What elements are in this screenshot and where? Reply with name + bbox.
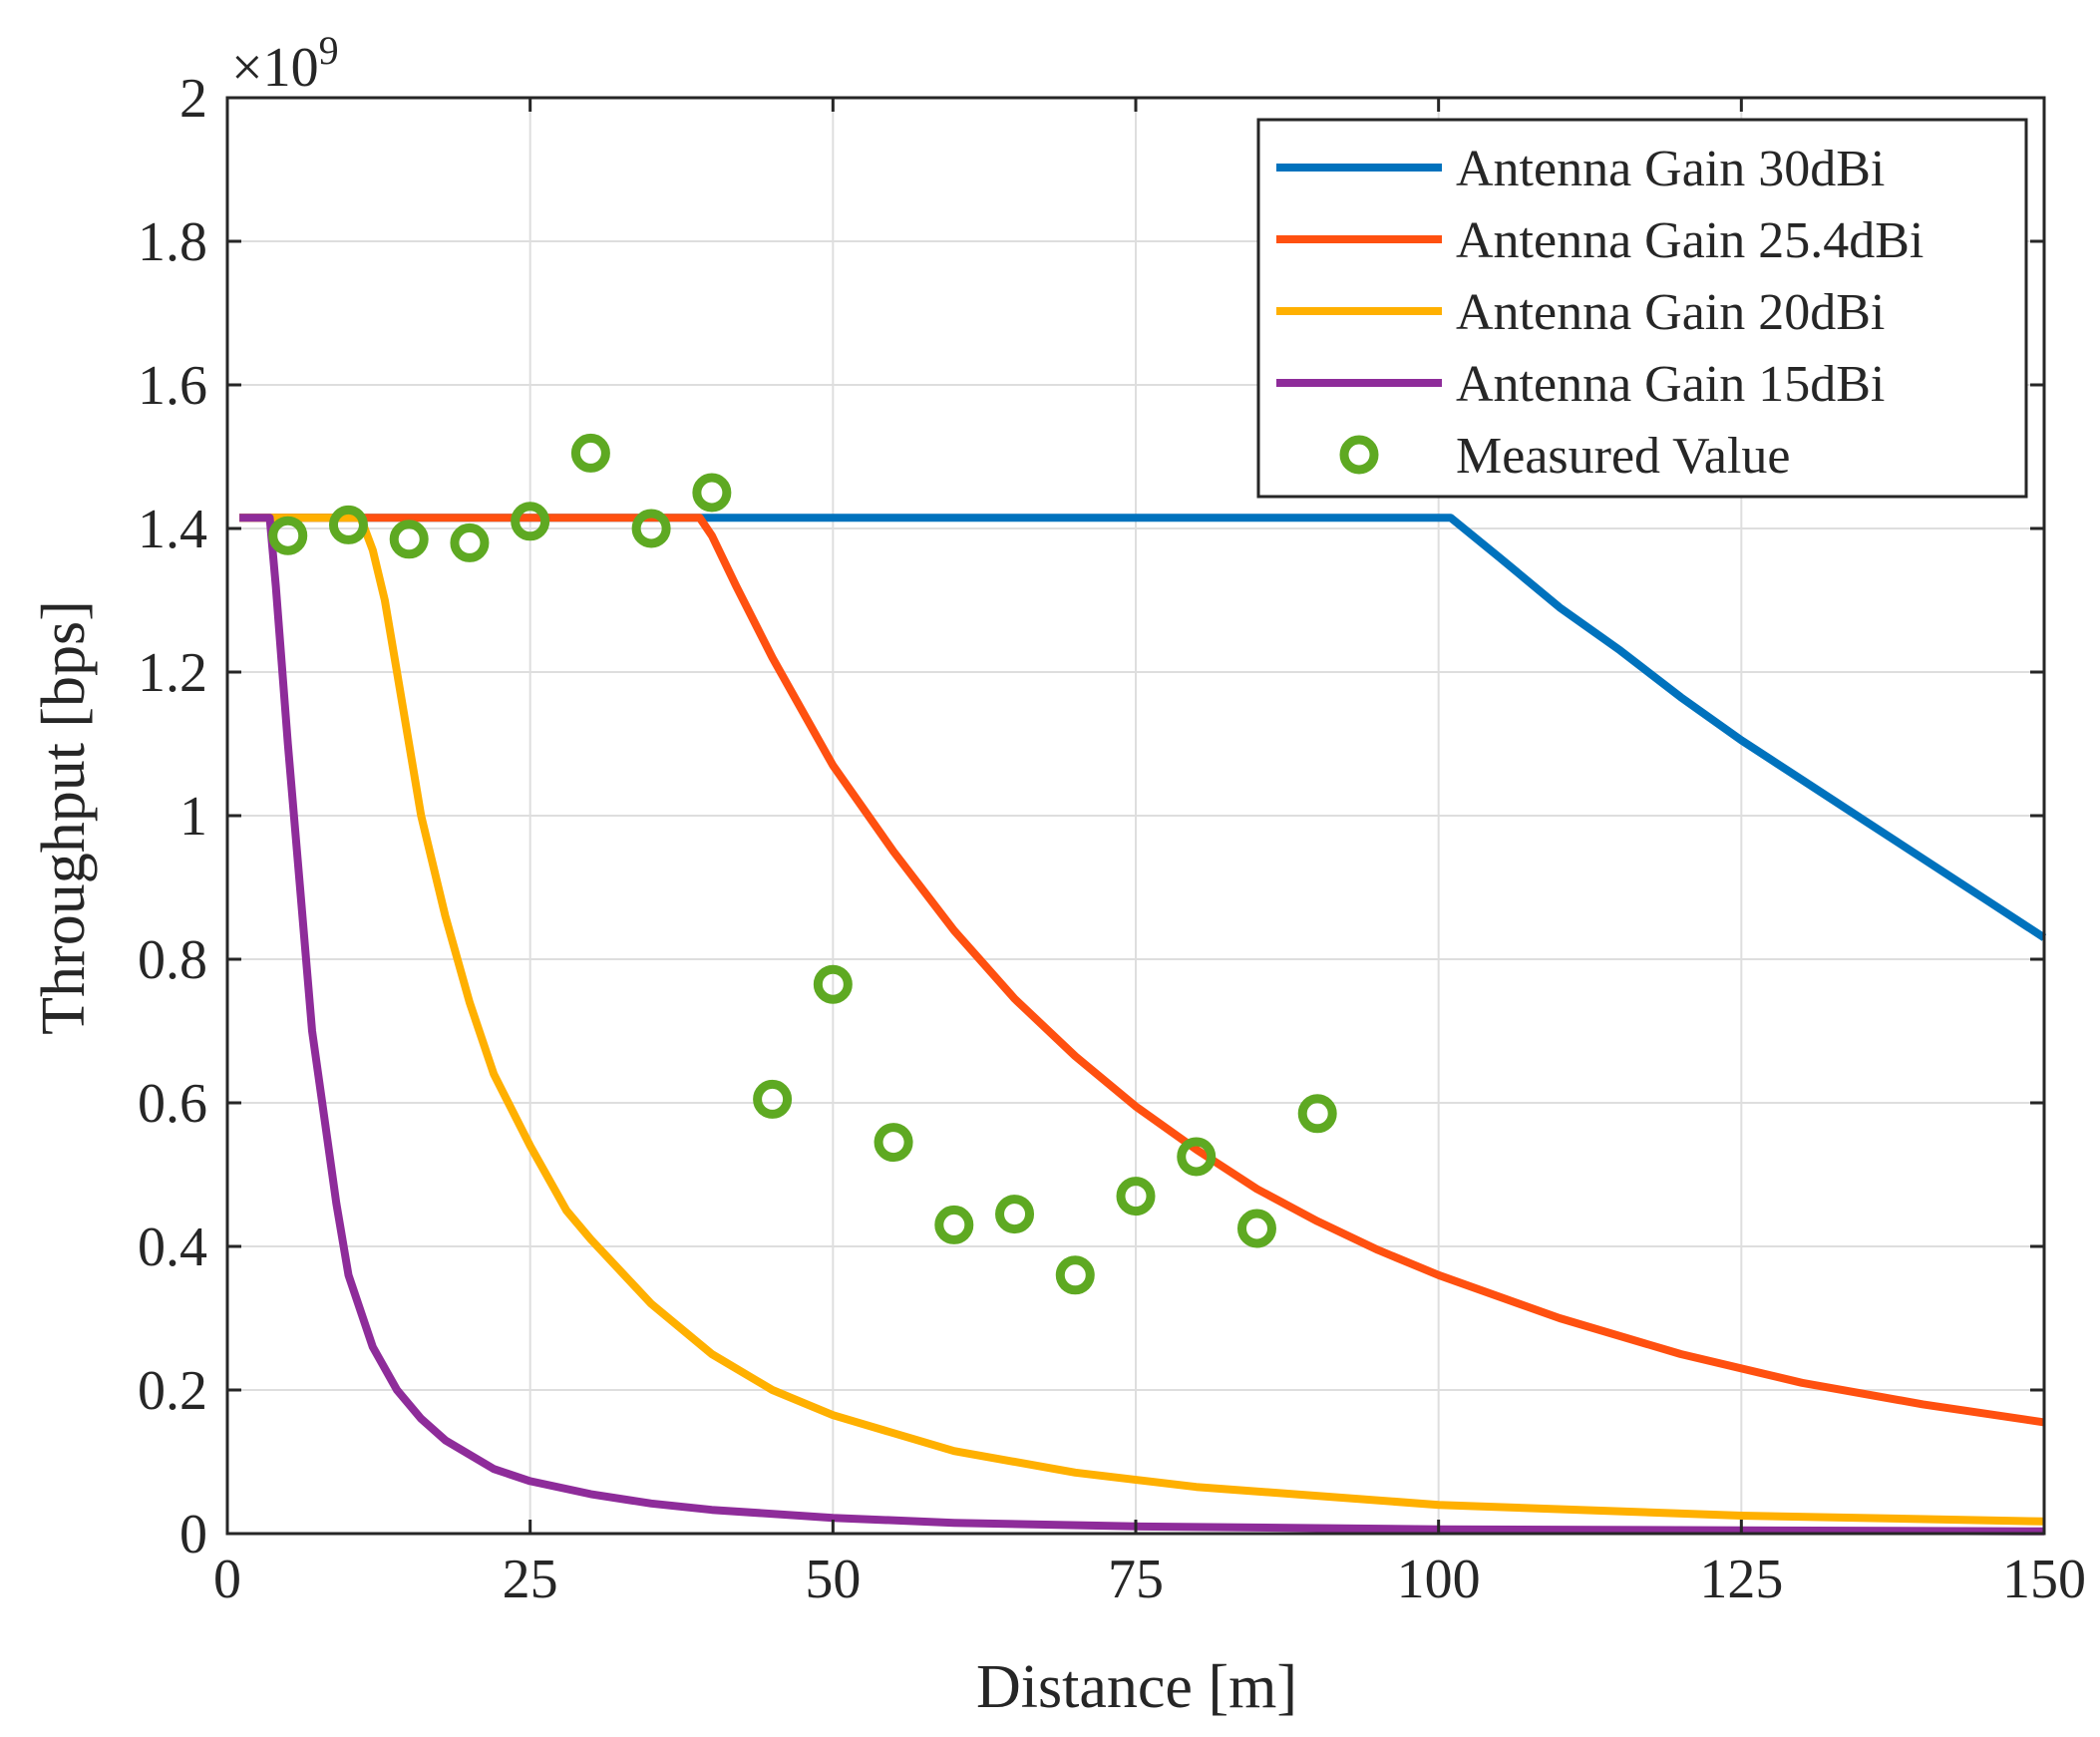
y-tick-label: 0.6 — [138, 1073, 207, 1135]
legend-entry: Measured Value — [1339, 428, 1791, 485]
y-tick-label: 1.6 — [138, 355, 207, 417]
legend-entry: Antenna Gain 20dBi — [1276, 284, 1885, 341]
legend-label: Antenna Gain 30dBi — [1456, 141, 1885, 197]
measured-point — [1177, 1137, 1217, 1177]
legend: Antenna Gain 30dBi Antenna Gain 25.4dBi An… — [1256, 118, 2028, 499]
measured-point — [995, 1195, 1035, 1234]
measured-point — [389, 520, 429, 559]
y-tick-label: 1.8 — [138, 211, 207, 273]
measured-point — [1116, 1177, 1156, 1216]
measured-point — [570, 433, 610, 473]
measured-point — [268, 516, 308, 555]
y-tick-label: 1 — [179, 786, 207, 848]
series-line-antenna-gain-30dbi — [239, 514, 2047, 941]
legend-entry: Antenna Gain 30dBi — [1276, 141, 1885, 197]
x-tick-labels: 0 25 50 75 100 125 150 — [213, 1549, 2086, 1610]
measured-point — [1297, 1094, 1337, 1134]
y-tick-label: 0 — [179, 1504, 207, 1565]
series-line-antenna-gain-20dbi — [239, 514, 2045, 1526]
y-exponent-label: ×109 — [231, 28, 339, 99]
measured-point — [1055, 1255, 1095, 1295]
x-axis-title: Distance [m] — [976, 1653, 1297, 1721]
measured-point — [450, 522, 490, 562]
legend-label: Antenna Gain 20dBi — [1456, 284, 1885, 341]
x-tick-label: 0 — [213, 1549, 241, 1610]
measured-point — [874, 1123, 913, 1163]
legend-entry: Antenna Gain 25.4dBi — [1276, 212, 1924, 269]
measured-point — [753, 1079, 793, 1119]
y-tick-label: 1.2 — [138, 642, 207, 704]
legend-label: Antenna Gain 25.4dBi — [1456, 212, 1924, 269]
y-tick-label: 1.4 — [138, 499, 207, 560]
y-tick-label: 0.8 — [138, 929, 207, 991]
measured-points — [268, 433, 1337, 1295]
measured-point — [813, 964, 853, 1004]
legend-label: Antenna Gain 15dBi — [1456, 356, 1885, 413]
series-line-antenna-gain-25-4dbi — [239, 514, 2045, 1427]
legend-label: Measured Value — [1456, 428, 1791, 485]
y-axis-title: Throughput [bps] — [30, 600, 98, 1035]
measured-point — [1236, 1209, 1276, 1248]
y-tick-label: 0.2 — [138, 1360, 207, 1422]
x-tick-label: 50 — [805, 1549, 861, 1610]
x-tick-label: 150 — [2002, 1549, 2086, 1610]
series-lines — [239, 514, 2047, 1536]
x-tick-label: 75 — [1108, 1549, 1164, 1610]
grid-lines — [227, 98, 2044, 1534]
legend-marker-swatch — [1339, 435, 1379, 475]
x-tick-label: 100 — [1397, 1549, 1481, 1610]
legend-entry: Antenna Gain 15dBi — [1276, 356, 1885, 413]
measured-point — [511, 502, 550, 541]
axis-ticks — [225, 96, 2046, 1536]
y-tick-label: 2 — [179, 68, 207, 130]
measured-point — [692, 473, 732, 513]
measured-point — [631, 509, 671, 548]
y-tick-labels: 0 0.2 0.4 0.6 0.8 1 1.2 1.4 1.6 1.8 2 — [138, 68, 207, 1565]
y-tick-label: 0.4 — [138, 1216, 207, 1278]
x-tick-label: 125 — [1699, 1549, 1783, 1610]
measured-point — [328, 505, 368, 544]
measured-point — [934, 1205, 974, 1244]
x-tick-label: 25 — [503, 1549, 558, 1610]
series-line-antenna-gain-15dbi — [239, 514, 2045, 1536]
